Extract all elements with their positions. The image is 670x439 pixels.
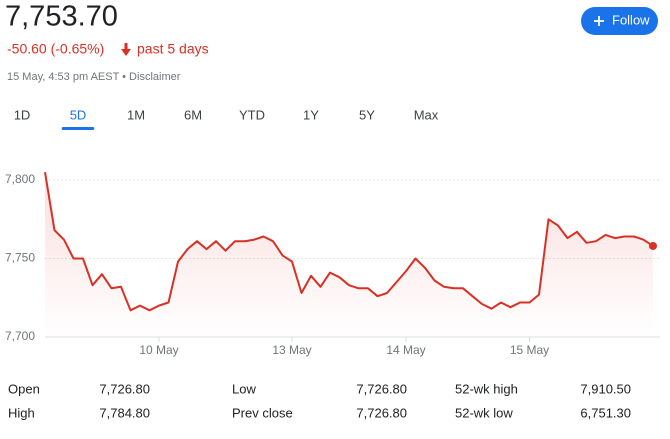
tab-indicator — [61, 127, 95, 130]
stat-label: 52-wk high — [455, 381, 518, 396]
stat-label: Open — [8, 381, 40, 396]
range-tab[interactable]: 5D — [70, 107, 87, 122]
stat-value: 7,726.80 — [99, 381, 150, 396]
period: past 5 days — [137, 41, 209, 57]
y-tick-label: 7,800 — [5, 172, 35, 186]
timestamp: 15 May, 4:53 pm AEST • Disclaimer — [7, 71, 181, 83]
stat-label: 52-wk low — [455, 405, 513, 420]
last-point — [649, 241, 657, 250]
range-tab[interactable]: 5Y — [359, 107, 375, 122]
x-tick-label: 14 May — [386, 343, 425, 357]
range-tabs: 1D 5D 1M 6M YTD 1Y 5Y Max — [14, 107, 439, 130]
price-line — [44, 172, 654, 312]
stat-value: 7,784.80 — [99, 405, 150, 420]
chart: 7,700 7,750 7,800 10 May 13 May 14 May 15 May — [5, 172, 660, 357]
area — [45, 172, 653, 337]
stat-label: Low — [232, 381, 256, 396]
range-tab[interactable]: Max — [414, 107, 439, 122]
follow-button-bg[interactable] — [581, 7, 658, 35]
range-tab[interactable]: 1M — [127, 107, 145, 122]
stat-label: High — [8, 405, 35, 420]
range-tab[interactable]: 6M — [184, 107, 202, 122]
follow-label[interactable]: Follow — [612, 12, 650, 27]
down-arrow — [121, 43, 131, 56]
x-tick-label: 15 May — [510, 343, 549, 357]
stat-value: 7,726.80 — [356, 405, 407, 420]
stat-value: 7,726.80 — [356, 381, 407, 396]
range-tab[interactable]: YTD — [239, 107, 265, 122]
range-tab[interactable]: 1D — [14, 107, 31, 122]
stat-label: Prev close — [232, 405, 293, 420]
x-tick-label: 13 May — [272, 343, 311, 357]
stat-value: 7,910.50 — [580, 381, 631, 396]
x-tick-label: 10 May — [139, 343, 178, 357]
y-tick-label: 7,750 — [5, 251, 35, 265]
stats-table: Open 7,726.80 Low 7,726.80 52-wk high 7,910.5… — [8, 381, 631, 420]
range-tab[interactable]: 1Y — [303, 107, 319, 122]
follow-button[interactable]: Follow — [581, 7, 658, 35]
plus-icon — [594, 16, 604, 26]
stat-value: 6,751.30 — [580, 405, 631, 420]
y-tick-label: 7,700 — [5, 329, 35, 343]
change: -50.60 (-0.65%) — [7, 41, 104, 57]
price: 7,753.70 — [5, 1, 118, 33]
